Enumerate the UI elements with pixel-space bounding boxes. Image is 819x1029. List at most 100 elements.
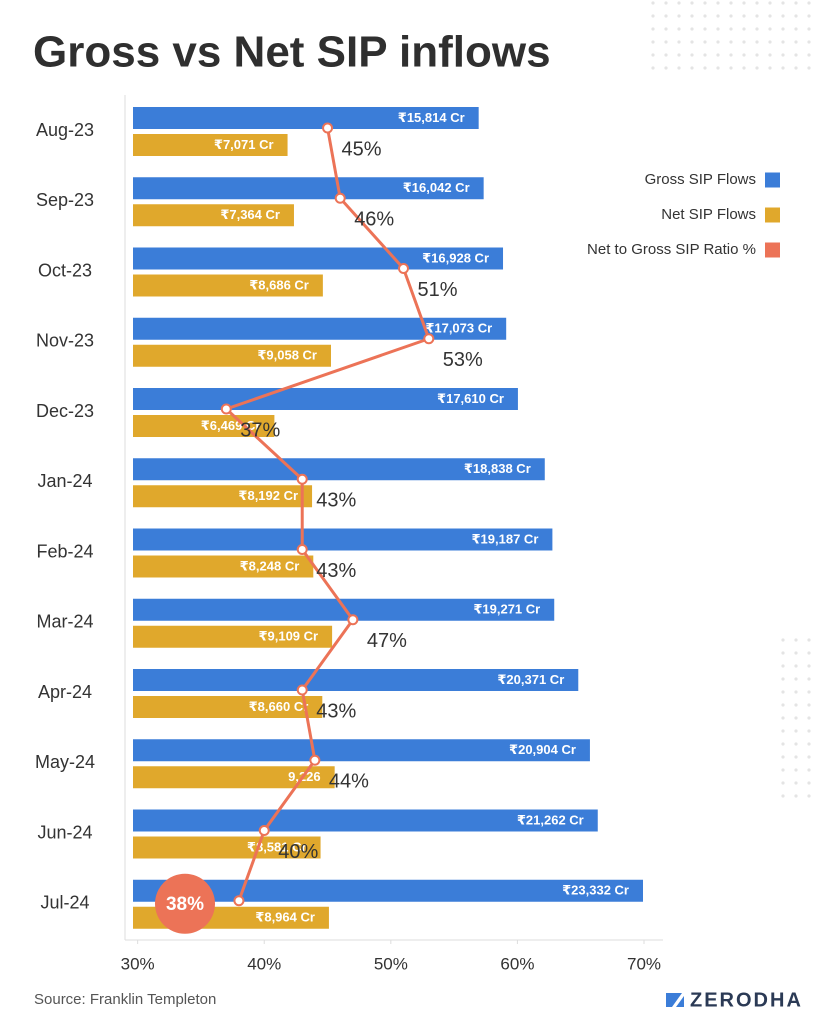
logo-icon (666, 993, 682, 1007)
bar-value-label: ₹9,109 Cr (258, 629, 318, 644)
y-tick-label: Apr-24 (38, 682, 92, 702)
bar-value-label: ₹20,904 Cr (509, 742, 576, 757)
ratio-point (258, 825, 270, 836)
bar-value-label: ₹8,964 Cr (255, 910, 315, 925)
legend-label: Net SIP Flows (661, 206, 756, 223)
bar-value-label: ₹8,581 Cr (247, 839, 307, 854)
ratio-label: 43% (316, 490, 356, 512)
source: Source: Franklin Templeton (34, 991, 216, 1008)
bar-value-label: ₹9,058 Cr (257, 348, 317, 363)
bar-value-label: ₹19,187 Cr (472, 531, 539, 546)
ratio-label: 46% (354, 209, 394, 231)
bar-value-label: ₹17,073 Cr (425, 321, 492, 336)
ratio-label: 45% (342, 138, 382, 160)
bar-value-label: ₹8,686 Cr (249, 277, 309, 292)
highlight-badge (155, 873, 215, 934)
bar-value-label: ₹19,271 Cr (473, 602, 540, 617)
ratio-point (347, 614, 359, 626)
ratio-point (233, 895, 245, 907)
bar-value-label: ₹17,610 Cr (437, 391, 504, 406)
bar-value-label: ₹8,660 Cr (249, 699, 309, 714)
ratio-point (423, 333, 435, 345)
legend-swatch (765, 242, 780, 258)
bar (133, 107, 479, 129)
decoration (780, 630, 819, 800)
bar-value-label: ₹18,838 Cr (464, 461, 531, 476)
bar (133, 177, 484, 200)
y-tick-label: Sep-23 (36, 190, 94, 210)
ratio-label: 43% (316, 560, 356, 582)
bar (133, 458, 545, 481)
x-tick-label: 40% (247, 954, 281, 973)
bar-value-label: ₹16,928 Cr (422, 250, 489, 265)
bar (133, 274, 323, 297)
ratio-label: 47% (367, 630, 407, 652)
y-tick-label: Mar-24 (36, 612, 93, 632)
bar-value-label: ₹15,814 Cr (398, 110, 465, 125)
y-tick-label: Jul-24 (40, 893, 89, 913)
bar (133, 696, 323, 718)
chart-title: Gross vs Net SIP inflows (33, 28, 551, 77)
bar (133, 344, 331, 367)
ratio-point (397, 263, 409, 274)
ratio-label: 37% (240, 419, 280, 441)
legend-swatch (765, 172, 780, 188)
brand-logo: ZERODHA (666, 989, 803, 1011)
bar (133, 528, 553, 551)
legend-label: Net to Gross SIP Ratio % (587, 241, 756, 258)
bar (133, 809, 598, 832)
ratio-point (334, 192, 346, 204)
decoration (650, 0, 819, 75)
y-tick-label: Aug-23 (36, 120, 94, 140)
bar (133, 879, 643, 902)
x-tick-label: 50% (374, 954, 408, 973)
ratio-label: 40% (278, 841, 318, 863)
ratio-line (223, 127, 431, 902)
ratio-label: 44% (329, 771, 369, 793)
bar-value-label: ₹8,248 Cr (240, 558, 300, 573)
y-tick-label: Feb-24 (36, 541, 93, 561)
x-tick-label: 60% (500, 954, 534, 973)
bar (133, 247, 504, 270)
bar (133, 204, 294, 227)
ratio-point (296, 473, 308, 485)
ratio-label: 38% (166, 894, 204, 915)
bar-value-label: ₹21,262 Cr (517, 812, 584, 827)
x-tick-label: 70% (627, 954, 661, 973)
bar (133, 766, 335, 789)
bar-value-label: ₹7,071 Cr (214, 137, 274, 152)
y-tick-label: Oct-23 (38, 260, 92, 280)
bar-value-label: ₹6,469 Cr (201, 418, 261, 433)
bar (133, 598, 555, 621)
bar (133, 317, 507, 340)
y-tick-label: May-24 (35, 752, 95, 772)
logo-icon (676, 996, 684, 1007)
bar-value-label: ₹8,192 Cr (238, 488, 298, 503)
brand: ZERODHA (690, 989, 803, 1011)
bar (133, 739, 590, 762)
bar-value-label: ₹7,364 Cr (220, 207, 280, 222)
bar (133, 625, 333, 648)
legend-label: Gross SIP Flows (645, 171, 756, 188)
ratio-point (322, 122, 334, 134)
ratio-point (296, 684, 308, 696)
bar (133, 555, 314, 578)
bar (133, 485, 313, 508)
ratio-point (296, 544, 308, 555)
y-tick-label: Jan-24 (37, 471, 92, 491)
ratio-point (309, 754, 321, 766)
y-tick-label: Jun-24 (37, 822, 92, 842)
bar (133, 836, 321, 859)
bar (133, 669, 579, 691)
bar-value-label: ₹16,042 Cr (403, 180, 470, 195)
ratio-label: 51% (417, 279, 457, 301)
ratio-label: 53% (443, 349, 483, 371)
y-tick-label: Nov-23 (36, 331, 94, 351)
ratio-label: 43% (316, 700, 356, 722)
y-tick-label: Dec-23 (36, 401, 94, 421)
bar-value-label: ₹23,332 Cr (562, 883, 629, 898)
x-tick-label: 30% (121, 954, 155, 973)
bar-value-label: ₹20,371 Cr (497, 672, 564, 687)
bar (133, 134, 288, 156)
